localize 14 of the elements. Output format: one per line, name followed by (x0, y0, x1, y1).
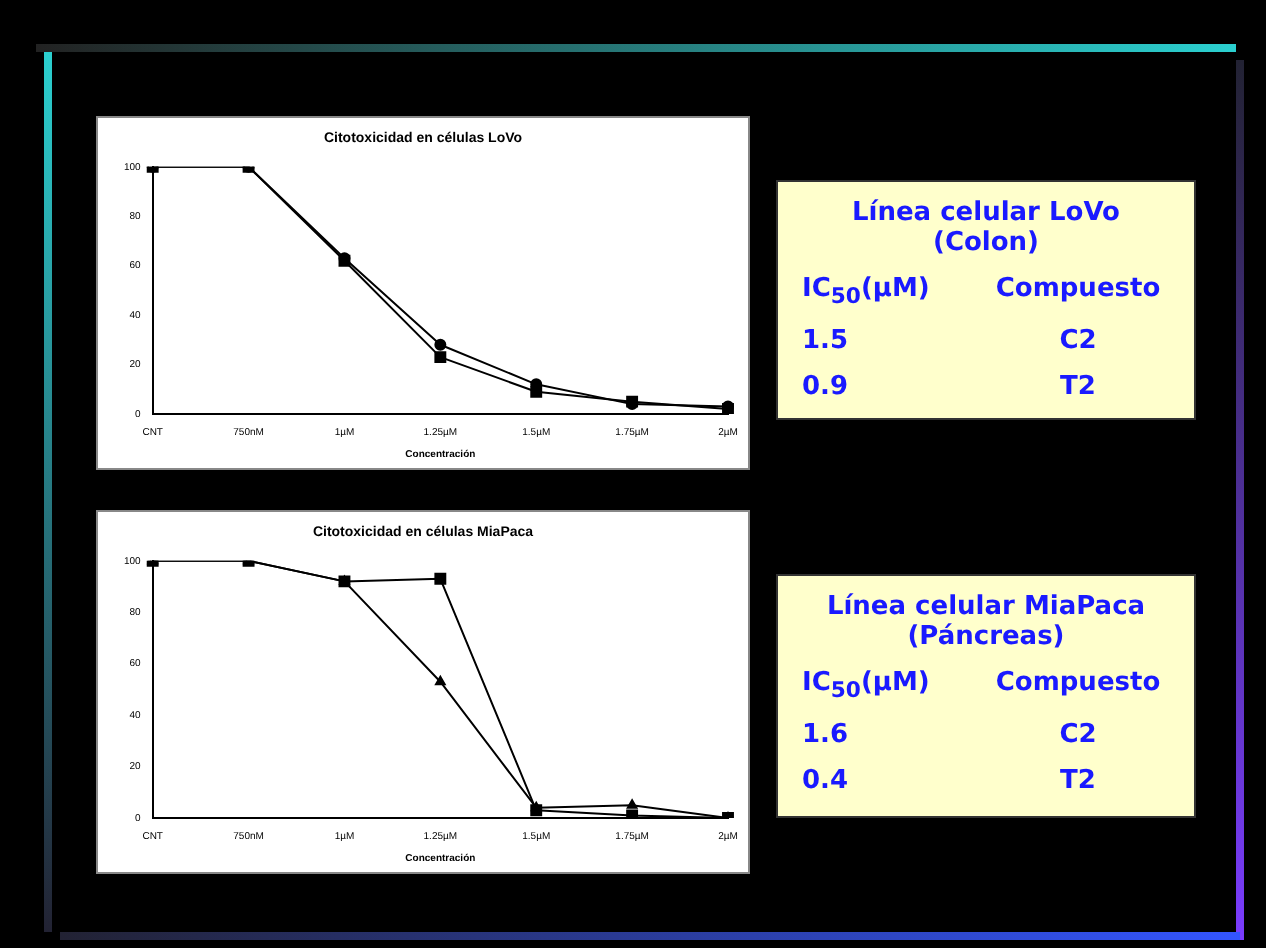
text: Línea celular LoVo (Colon) (849, 198, 1122, 258)
text: Línea celular MiaPaca (Páncreas) (824, 592, 1148, 652)
text: C2 (1057, 719, 1099, 750)
text: IC$_{50}$(µM) (802, 274, 932, 310)
text: T2 (1058, 765, 1098, 796)
text: Compuesto (993, 274, 1163, 308)
text: C2 (1057, 325, 1099, 356)
text: 0.9 (802, 371, 851, 402)
text: Compuesto (993, 668, 1163, 702)
text: 0.4 (802, 765, 851, 796)
text: IC$_{50}$(µM) (802, 668, 932, 704)
text: 1.6 (802, 719, 851, 750)
text: 1.5 (802, 325, 851, 356)
text: T2 (1058, 371, 1098, 402)
